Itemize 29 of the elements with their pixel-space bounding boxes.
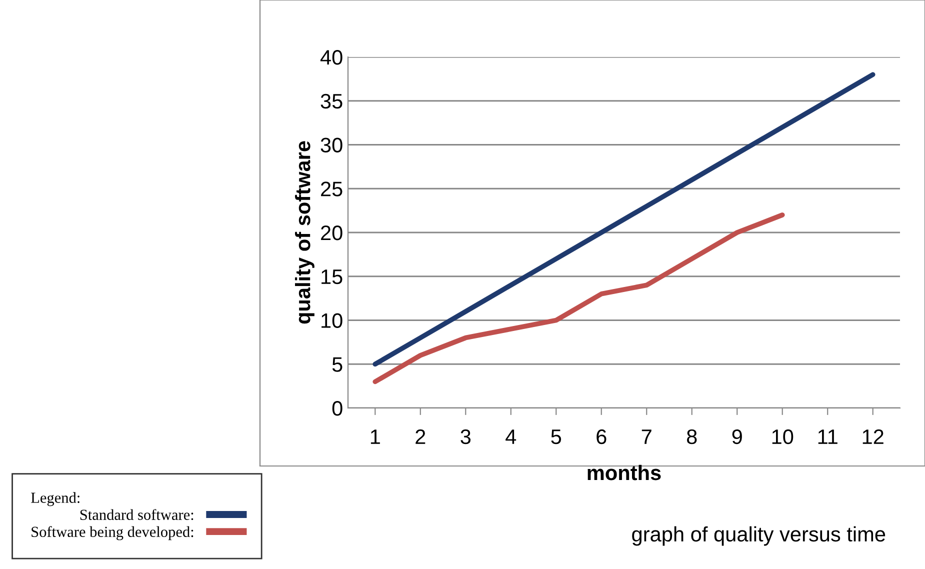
x-tick-label: 1 (370, 430, 380, 444)
x-tick-label: 8 (686, 429, 697, 444)
y-tick-label: 40 (320, 50, 342, 65)
text: graph of quality versus time (632, 526, 886, 546)
y-tick-label: 0 (332, 401, 342, 416)
y-tick-label: 30 (320, 138, 342, 153)
x-tick-label: 10 (772, 429, 794, 444)
y-tick-label: 5 (332, 357, 342, 372)
legend-title: Legend: (31, 492, 80, 506)
x-tick-label: 5 (551, 430, 562, 444)
x-tick-label: 4 (506, 430, 516, 444)
y-tick-label: 25 (321, 182, 342, 196)
x-tick-label: 12 (862, 429, 884, 444)
x-tick-label: 7 (642, 430, 652, 444)
x-axis-title: months (588, 464, 661, 480)
legend-label: Software being developed: (32, 526, 194, 540)
x-tick-label: 3 (460, 429, 471, 444)
x-tick-label: 6 (596, 429, 606, 444)
x-tick-label: 9 (732, 429, 742, 444)
x-tick-label: 2 (416, 429, 426, 444)
y-tick-label: 15 (322, 270, 342, 284)
y-tick-label: 10 (322, 313, 342, 328)
line-series (372, 212, 785, 384)
x-tick-label: 11 (818, 430, 838, 444)
legend-label: Standard software: (80, 509, 194, 520)
line-series (372, 72, 876, 367)
y-tick-label: 20 (321, 226, 342, 240)
y-axis-title: quality of software (294, 141, 314, 324)
y-tick-label: 35 (320, 94, 342, 109)
